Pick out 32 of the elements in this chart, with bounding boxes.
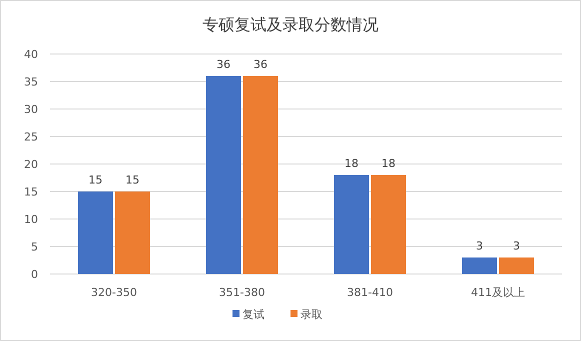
chart-title: 专硕复试及录取分数情况 <box>202 15 378 34</box>
bar <box>115 192 150 274</box>
x-tick-label: 320-350 <box>91 286 137 299</box>
y-tick-label: 10 <box>24 213 38 226</box>
legend-label: 录取 <box>300 308 322 321</box>
data-label: 18 <box>344 157 358 170</box>
y-tick-label: 40 <box>24 48 38 61</box>
y-tick-label: 20 <box>24 158 38 171</box>
y-tick-label: 25 <box>24 130 38 144</box>
data-label: 36 <box>216 58 230 71</box>
bar <box>462 258 497 274</box>
data-label: 3 <box>513 240 520 252</box>
y-tick-label: 35 <box>24 76 38 88</box>
bar <box>206 76 241 274</box>
y-tick-label: 5 <box>31 240 38 254</box>
x-tick-label: 351-380 <box>219 286 265 299</box>
x-tick-label: 381-410 <box>347 286 393 299</box>
data-label: 3 <box>476 240 483 252</box>
y-tick-label: 30 <box>24 103 38 116</box>
bar <box>243 76 278 274</box>
data-label: 36 <box>254 58 268 71</box>
data-label: 18 <box>382 157 396 170</box>
bar <box>371 175 406 274</box>
y-tick-label: 0 <box>31 268 38 281</box>
data-label: 15 <box>126 174 140 186</box>
y-tick-label: 15 <box>24 186 38 198</box>
x-tick-label: 411及以上 <box>471 286 525 299</box>
legend-label: 复试 <box>242 308 264 321</box>
data-label: 15 <box>88 174 102 186</box>
bar <box>499 258 534 274</box>
bar <box>78 192 113 274</box>
bar <box>334 175 369 274</box>
